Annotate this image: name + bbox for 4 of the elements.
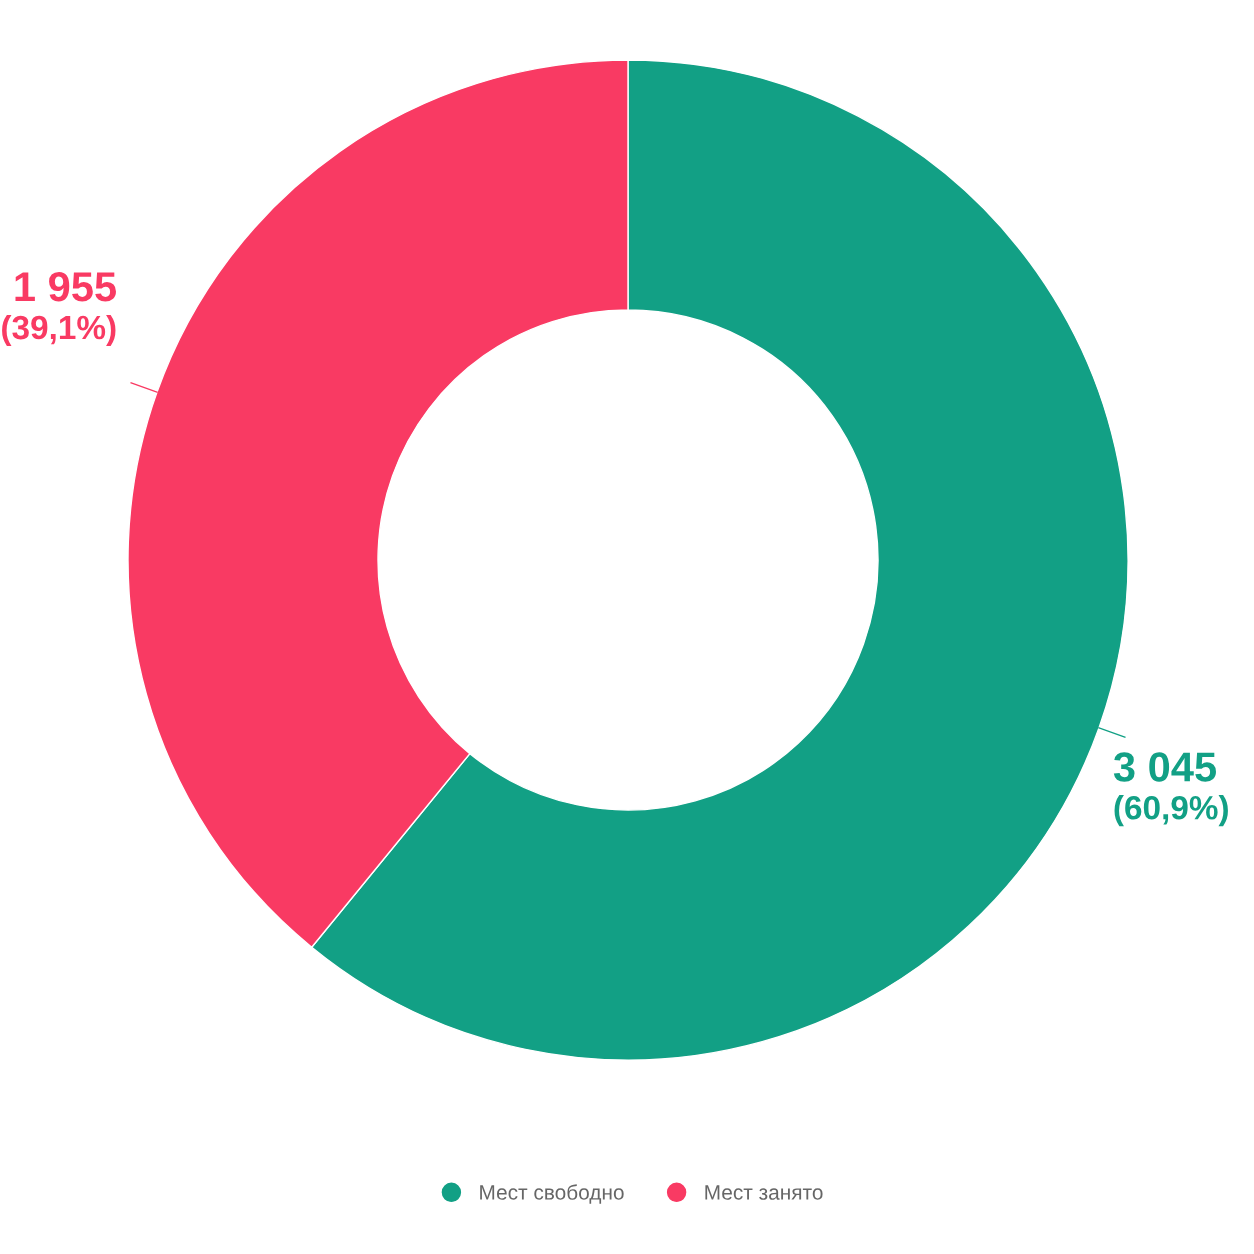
legend-label: Мест занято	[705, 1185, 823, 1200]
legend-label: Мест свободно	[480, 1184, 624, 1204]
data-label: 3 045 (60,9%)	[1113, 752, 1228, 827]
data-label: 1 955 (39,1%)	[2, 271, 116, 346]
